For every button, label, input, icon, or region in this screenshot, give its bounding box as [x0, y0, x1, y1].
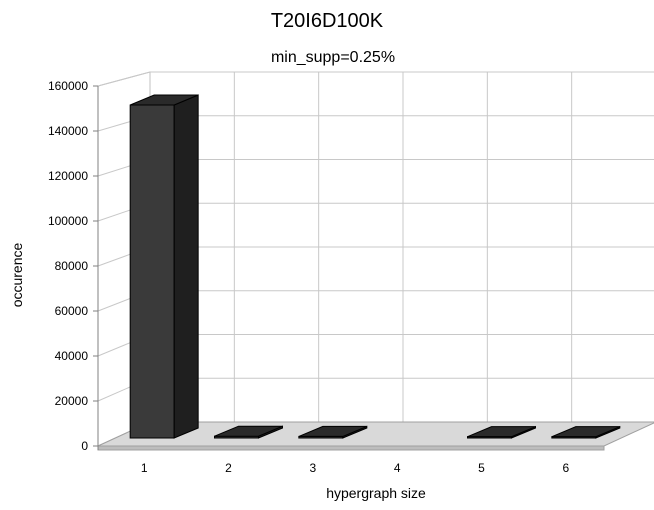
x-tick-labels: 1 2 3 4 5 6 — [141, 461, 570, 475]
x-tick-label: 6 — [562, 461, 569, 475]
y-tick-label: 100000 — [48, 214, 88, 228]
y-tick-label: 60000 — [55, 304, 89, 318]
bar-top — [129, 94, 199, 106]
y-tick-label: 0 — [81, 439, 88, 453]
floor-edge — [97, 445, 605, 451]
y-tick-labels: 0 20000 40000 60000 80000 100000 120000 140000 1… — [48, 79, 88, 453]
bar-side — [173, 94, 199, 439]
bar — [298, 425, 368, 439]
x-tick-label: 2 — [225, 461, 232, 475]
bar-front — [129, 104, 175, 439]
bar-top — [298, 425, 368, 437]
y-tick-label: 140000 — [48, 124, 88, 138]
x-tick-label: 3 — [309, 461, 316, 475]
y-tick-label: 120000 — [48, 169, 88, 183]
bar-top — [214, 425, 283, 437]
x-tick-label: 1 — [141, 461, 148, 475]
bar — [467, 425, 536, 439]
y-tick-label: 80000 — [55, 259, 89, 273]
y-tick-label: 160000 — [48, 79, 88, 93]
bars — [129, 94, 621, 439]
x-axis-label: hypergraph size — [326, 485, 426, 501]
y-axis-label: occurence — [9, 242, 25, 307]
chart-subtitle: min_supp=0.25% — [271, 49, 395, 66]
y-tick-label: 20000 — [55, 394, 89, 408]
x-tick-label: 5 — [478, 461, 485, 475]
bar-top — [551, 426, 621, 438]
bar — [214, 425, 283, 439]
x-tick-label: 4 — [394, 461, 401, 475]
bar — [129, 94, 199, 439]
bar — [551, 425, 621, 439]
bar-top — [467, 426, 536, 438]
y-tick-label: 40000 — [55, 349, 89, 363]
chart-title: T20I6D100K — [271, 10, 384, 32]
